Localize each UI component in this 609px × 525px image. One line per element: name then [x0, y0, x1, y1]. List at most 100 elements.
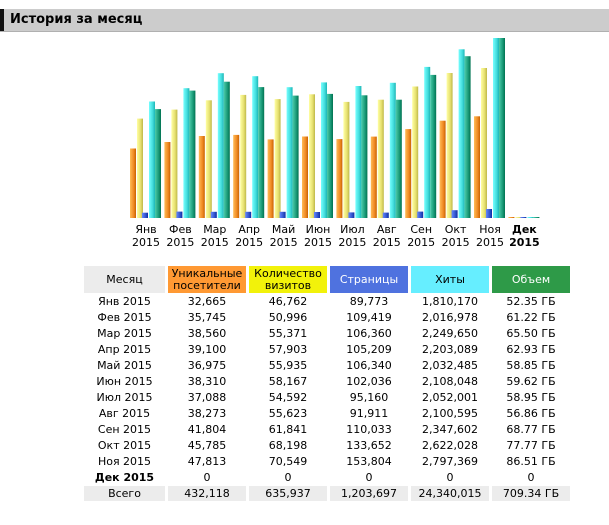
monthly-history-chart: Янв2015Фев2015Мар2015Апр2015Май2015Июн20… [130, 38, 540, 249]
bar-хиты [217, 73, 224, 218]
bar-хиты [527, 217, 534, 218]
cell-hits: 2,203,089 [422, 343, 478, 356]
bar-страницы [142, 212, 148, 218]
cell-month: Янв 2015 [98, 295, 151, 308]
cell-pages: 91,911 [349, 407, 389, 420]
cell-hits: 2,108,048 [422, 375, 478, 388]
cell-pages: 1,203,697 [330, 486, 408, 501]
header-accent [0, 9, 4, 31]
cell-hits: 2,052,001 [422, 391, 478, 404]
table-row: Июн 2015 38,310 58,167 102,036 2,108,048 59.6… [84, 374, 570, 389]
bar-уникальные-посетители [233, 134, 240, 218]
cell-month: Дек 2015 [94, 471, 155, 484]
bar-объем [258, 87, 265, 218]
cell-pages: 0 [365, 471, 373, 484]
cell-month: Авг 2015 [98, 407, 151, 420]
cell-pages: 153,804 [346, 455, 392, 468]
bar-количество-визитов [481, 68, 487, 218]
bar-количество-визитов [137, 118, 143, 218]
cell-month: Фев 2015 [97, 311, 152, 324]
cell-month: Июн 2015 [96, 375, 153, 388]
monthly-stats-table: Месяц Уникальные посетители Количество в… [81, 265, 573, 502]
bar-количество-визитов [446, 73, 453, 218]
section-title: История за месяц [10, 12, 143, 27]
bar-уникальные-посетители [439, 120, 446, 218]
bar-количество-визитов [309, 94, 315, 218]
x-tick-year: 2015 [338, 236, 366, 249]
cell-hits: 2,249,650 [422, 327, 478, 340]
x-tick-year: 2015 [270, 236, 298, 249]
header-visits: Количество визитов [249, 266, 327, 293]
bar-уникальные-посетители [405, 129, 412, 218]
cell-visits: 55,935 [268, 359, 308, 372]
bar-объем [155, 109, 161, 218]
cell-uniq: 432,118 [168, 486, 246, 501]
bar-уникальные-посетители [302, 136, 308, 218]
table-row: Мар 2015 38,560 55,371 106,360 2,249,650 65.5… [84, 326, 570, 341]
bar-объем [395, 99, 402, 218]
cell-uniq: 37,088 [187, 391, 227, 404]
cell-visits: 61,841 [268, 423, 308, 436]
bar-количество-визитов [240, 94, 247, 218]
cell-pages: 89,773 [349, 295, 389, 308]
bar-количество-визитов [412, 86, 419, 218]
bar-объем [292, 95, 299, 218]
table-row: Дек 2015 0 0 0 0 0 [84, 470, 570, 485]
cell-pages: 110,033 [346, 423, 392, 436]
bar-хиты [355, 86, 362, 218]
cell-month: Окт 2015 [97, 439, 152, 452]
x-tick-month: Окт [445, 223, 467, 236]
bar-объем [533, 217, 540, 218]
bar-объем [430, 74, 437, 219]
cell-uniq: 47,813 [187, 455, 227, 468]
bar-страницы [314, 212, 320, 218]
bar-объем [327, 93, 333, 218]
bar-страницы [451, 210, 458, 218]
table-header-row: Месяц Уникальные посетители Количество в… [84, 266, 570, 293]
bar-страницы [348, 212, 355, 218]
bar-страницы [486, 209, 492, 218]
bar-количество-визитов [274, 99, 281, 218]
x-tick-month: Янв [135, 223, 156, 236]
cell-pages: 95,160 [349, 391, 389, 404]
table-row: Фев 2015 35,745 50,996 109,419 2,016,978 61.2… [84, 310, 570, 325]
x-tick-year: 2015 [509, 236, 540, 249]
x-tick-month: Июн [306, 223, 331, 236]
cell-uniq: 38,560 [187, 327, 227, 340]
bar-страницы [279, 211, 286, 218]
bar-объем [499, 38, 505, 218]
cell-bandwidth: 56.86 ГБ [506, 407, 556, 420]
cell-pages: 109,419 [346, 311, 392, 324]
x-tick-month: Май [272, 223, 295, 236]
cell-bandwidth: 709.34 ГБ [492, 486, 570, 501]
bar-количество-визитов [343, 101, 350, 218]
cell-uniq: 38,273 [187, 407, 227, 420]
cell-pages: 106,360 [346, 327, 392, 340]
cell-pages: 102,036 [346, 375, 392, 388]
x-tick-month: Авг [377, 223, 397, 236]
bar-уникальные-посетители [198, 136, 205, 218]
cell-month: Июл 2015 [96, 391, 153, 404]
cell-hits: 24,340,015 [411, 486, 489, 501]
bar-объем [223, 81, 230, 218]
cell-pages: 105,209 [346, 343, 392, 356]
bar-уникальные-посетители [164, 142, 171, 218]
bar-хиты [183, 88, 190, 218]
cell-uniq: 0 [203, 471, 211, 484]
bar-количество-визитов [377, 99, 384, 218]
cell-uniq: 36,975 [187, 359, 227, 372]
cell-bandwidth: 77.77 ГБ [506, 439, 556, 452]
cell-visits: 54,592 [268, 391, 308, 404]
x-tick-month: Мар [203, 223, 226, 236]
cell-month: Апр 2015 [97, 343, 152, 356]
bar-объем [464, 56, 471, 219]
x-tick-year: 2015 [476, 236, 504, 249]
bar-хиты [252, 76, 259, 218]
bar-объем [361, 95, 368, 218]
bar-уникальные-посетители [336, 139, 343, 218]
cell-hits: 2,016,978 [422, 311, 478, 324]
cell-uniq: 39,100 [187, 343, 227, 356]
header-unique-visitors: Уникальные посетители [168, 266, 246, 293]
header-pages: Страницы [330, 266, 408, 293]
bar-страницы [176, 211, 183, 218]
